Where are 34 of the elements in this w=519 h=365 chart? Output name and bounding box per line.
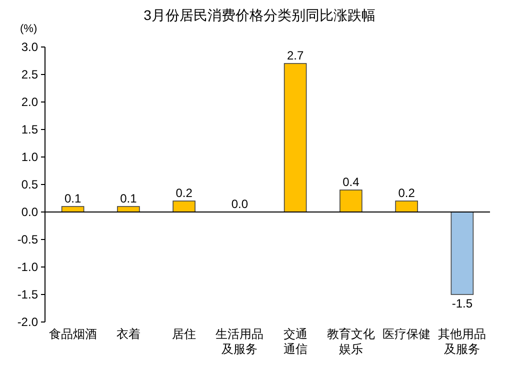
data-label: 0.4 xyxy=(342,175,360,189)
x-tick-label: 交通通信 xyxy=(283,327,308,356)
data-label: 0.0 xyxy=(231,197,248,211)
y-tick-label: -0.5 xyxy=(17,232,38,246)
y-tick-label: 1.0 xyxy=(21,150,38,164)
y-tick-label: 3.0 xyxy=(21,40,38,54)
data-label: 2.7 xyxy=(286,48,304,62)
y-tick-label: 2.0 xyxy=(21,95,38,109)
x-tick-label: 居住 xyxy=(172,327,196,341)
x-tick-label: 其他用品及服务 xyxy=(438,327,486,356)
data-label: 0.1 xyxy=(120,192,138,206)
x-tick-label: 衣着 xyxy=(116,327,140,341)
x-tick-label: 教育文化娱乐 xyxy=(326,327,375,356)
bar xyxy=(284,63,307,212)
data-label: -1.5 xyxy=(452,296,473,310)
x-tick-label: 生活用品及服务 xyxy=(216,327,264,356)
bar xyxy=(172,200,196,212)
x-tick-label: 医疗保健 xyxy=(382,327,431,341)
x-tick-label: 食品烟酒 xyxy=(48,327,97,341)
y-axis-title: (%) xyxy=(20,23,38,35)
data-label: 0.2 xyxy=(176,186,193,200)
y-tick-label: 2.5 xyxy=(21,68,38,82)
y-tick-label: -2.0 xyxy=(17,315,38,329)
data-label: 0.2 xyxy=(398,186,416,200)
bar xyxy=(450,212,474,295)
bar xyxy=(340,190,362,212)
y-tick-label: -1.0 xyxy=(17,260,38,274)
y-tick-label: 0.5 xyxy=(21,178,38,192)
bar xyxy=(395,200,418,212)
data-label: 0.1 xyxy=(64,192,82,206)
y-tick-label: 1.5 xyxy=(21,122,38,136)
y-tick-label: -1.5 xyxy=(17,288,38,302)
y-tick-label: 0.0 xyxy=(21,205,38,219)
chart-title: 3月份居民消费价格分类别同比涨跌幅 xyxy=(144,7,376,23)
